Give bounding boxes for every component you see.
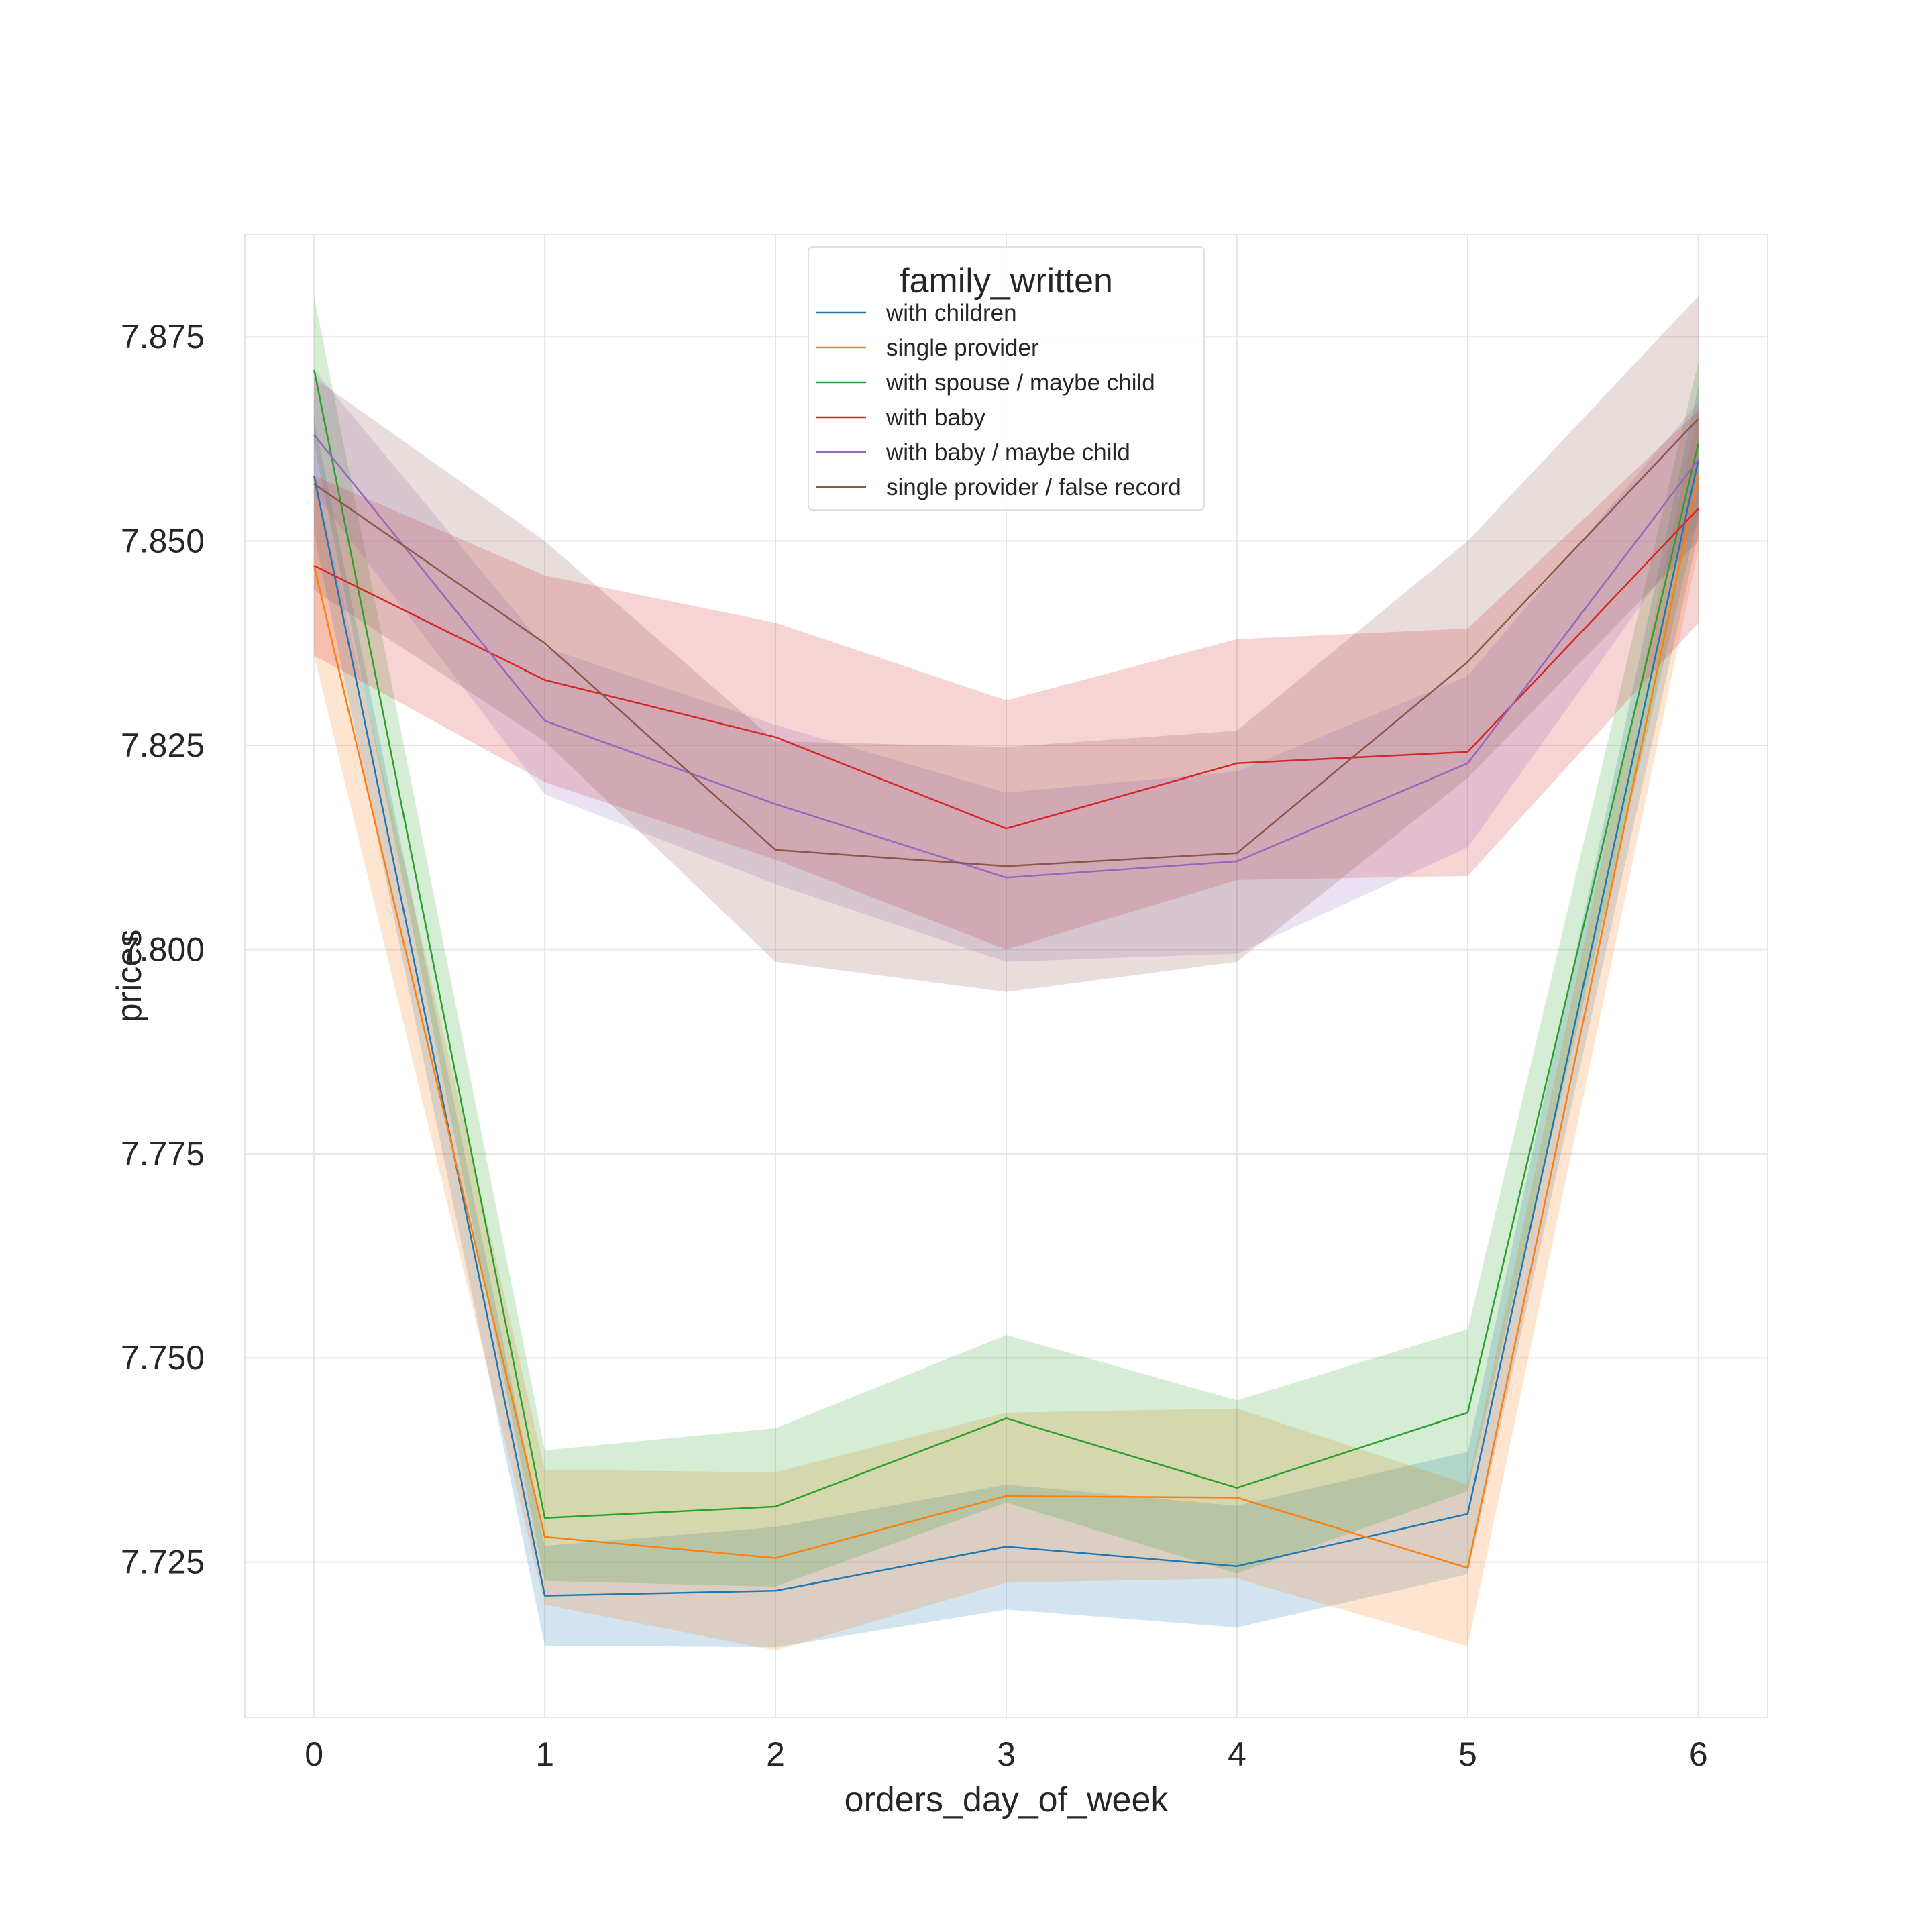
y-tick-label: 7.875 [121, 318, 205, 356]
legend-label-5: single provider / false record [886, 474, 1181, 500]
confidence-band-4 [314, 369, 1699, 962]
x-axis-label: orders_day_of_week [845, 1780, 1169, 1819]
x-tick-label: 6 [1689, 1735, 1708, 1773]
legend-label-1: single provider [886, 335, 1039, 361]
x-tick-label: 3 [997, 1735, 1016, 1773]
series-line-4 [313, 434, 1699, 879]
y-tick-label: 7.825 [121, 727, 205, 764]
grid [245, 235, 1768, 1717]
y-tick-label: 7.725 [121, 1544, 205, 1581]
series-line-3 [313, 508, 1699, 830]
y-tick-label: 7.800 [121, 930, 205, 968]
y-axis-ticks: 7.725 7.750 7.775 7.800 7.825 7.850 7.875 [121, 318, 205, 1580]
x-tick-label: 1 [535, 1735, 554, 1773]
y-axis-label: prices [110, 930, 149, 1023]
series-line-0 [313, 459, 1700, 1597]
x-tick-label: 0 [305, 1735, 323, 1773]
y-tick-label: 7.775 [121, 1135, 205, 1173]
confidence-band-5 [314, 296, 1699, 992]
series-line-1 [313, 475, 1700, 1569]
legend-label-0: with children [885, 300, 1017, 326]
confidence-band-3 [314, 410, 1699, 950]
legend-label-2: with spouse / maybe child [885, 370, 1155, 396]
x-tick-label: 4 [1228, 1735, 1246, 1773]
legend-items: with children single provider with spouse … [816, 300, 1181, 500]
legend: family_written with children single provi… [808, 246, 1205, 511]
confidence-bands [314, 296, 1699, 1651]
series-line-5 [313, 418, 1699, 867]
legend-box [808, 246, 1205, 511]
legend-label-3: with baby [885, 405, 985, 431]
y-tick-label: 7.750 [121, 1339, 205, 1377]
legend-title: family_written [900, 262, 1113, 301]
x-tick-label: 5 [1458, 1735, 1477, 1773]
y-tick-label: 7.850 [121, 523, 205, 560]
x-tick-label: 2 [766, 1735, 785, 1773]
legend-label-4: with baby / maybe child [885, 439, 1130, 466]
x-axis-ticks: 0 1 2 3 4 5 6 [305, 1735, 1707, 1773]
series-lines [313, 369, 1700, 1597]
series-line-2 [313, 369, 1700, 1519]
